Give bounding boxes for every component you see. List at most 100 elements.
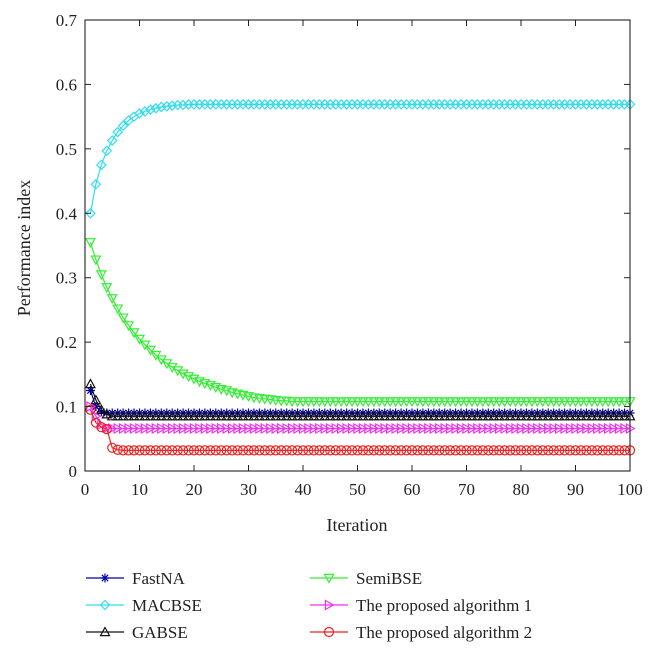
data-point [112, 304, 124, 315]
data-point [325, 408, 335, 418]
data-point [369, 408, 379, 418]
data-point [554, 445, 565, 456]
data-point [511, 422, 522, 434]
data-point [613, 397, 625, 408]
data-point [560, 422, 571, 434]
data-point [450, 397, 462, 408]
data-point [471, 410, 483, 421]
data-point [90, 394, 102, 405]
data-point [613, 410, 625, 421]
data-point [101, 145, 113, 157]
data-point [117, 313, 129, 324]
data-point [581, 408, 591, 418]
data-point [456, 422, 467, 434]
data-point [150, 445, 161, 456]
data-point [324, 410, 336, 421]
data-point [582, 422, 593, 434]
data-point [417, 397, 429, 408]
x-tick-label: 80 [513, 480, 530, 499]
data-point [444, 397, 456, 408]
data-point [320, 408, 330, 418]
data-point [375, 422, 386, 434]
data-point [325, 445, 336, 456]
data-point [324, 397, 336, 408]
data-point [353, 422, 364, 434]
data-point [575, 397, 587, 408]
legend-item: The proposed algorithm 1 [310, 596, 532, 615]
y-axis: 0 0.1 0.2 0.3 0.4 0.5 0.6 0.7 [56, 11, 630, 481]
data-point [243, 445, 254, 456]
data-point [249, 408, 259, 418]
data-point [346, 445, 358, 456]
data-point [189, 408, 199, 418]
x-tick-label: 100 [617, 480, 643, 499]
data-point [569, 410, 582, 421]
data-point [428, 445, 439, 456]
data-point [510, 397, 522, 408]
data-point [216, 408, 226, 418]
data-point [264, 410, 276, 421]
data-point [434, 445, 445, 456]
data-point [195, 422, 206, 434]
data-point [276, 445, 287, 456]
data-point [391, 408, 401, 418]
data-point [435, 422, 445, 434]
data-point [571, 422, 582, 434]
data-point [206, 422, 217, 434]
data-point [292, 445, 303, 456]
data-point [384, 410, 396, 421]
data-point [422, 397, 434, 408]
data-point [351, 410, 364, 421]
series-line [89, 103, 630, 214]
data-point [330, 397, 342, 408]
data-point [560, 408, 570, 418]
data-point [357, 410, 369, 421]
data-point [543, 408, 553, 418]
data-point [473, 422, 484, 434]
data-point [569, 397, 582, 408]
data-point [151, 422, 162, 434]
legend-marker [323, 573, 335, 584]
data-point [516, 422, 527, 434]
data-point [428, 397, 440, 408]
data-point [342, 422, 353, 434]
legend-marker [99, 599, 111, 611]
data-point [537, 397, 549, 408]
data-point [331, 408, 341, 418]
data-point [489, 408, 499, 418]
data-point [495, 422, 505, 434]
legend-label: The proposed algorithm 2 [356, 623, 532, 642]
data-point [591, 410, 603, 421]
data-point [363, 445, 374, 456]
data-point [134, 445, 145, 456]
legend-item: MACBSE [86, 596, 202, 615]
data-point [429, 408, 439, 418]
data-point [347, 408, 357, 418]
data-point [358, 408, 368, 418]
y-tick-label: 0.1 [56, 398, 77, 417]
data-point [302, 410, 314, 421]
data-point [199, 410, 211, 421]
data-point [412, 408, 422, 418]
series-1 [85, 385, 635, 418]
data-point [287, 445, 298, 456]
data-point [510, 445, 521, 456]
legend-marker [323, 626, 335, 638]
data-point [477, 410, 489, 421]
data-point [597, 397, 609, 408]
data-point [177, 410, 189, 421]
data-point [593, 422, 604, 434]
plot-area [85, 20, 630, 471]
legend-marker [324, 599, 335, 611]
data-point [445, 445, 456, 456]
data-point [293, 422, 304, 434]
data-point [308, 397, 320, 408]
data-point [586, 410, 598, 421]
data-point [526, 445, 538, 456]
data-point [531, 397, 543, 408]
data-point [84, 378, 96, 389]
series-line [89, 409, 630, 451]
data-point [413, 422, 424, 434]
data-point [520, 410, 532, 421]
